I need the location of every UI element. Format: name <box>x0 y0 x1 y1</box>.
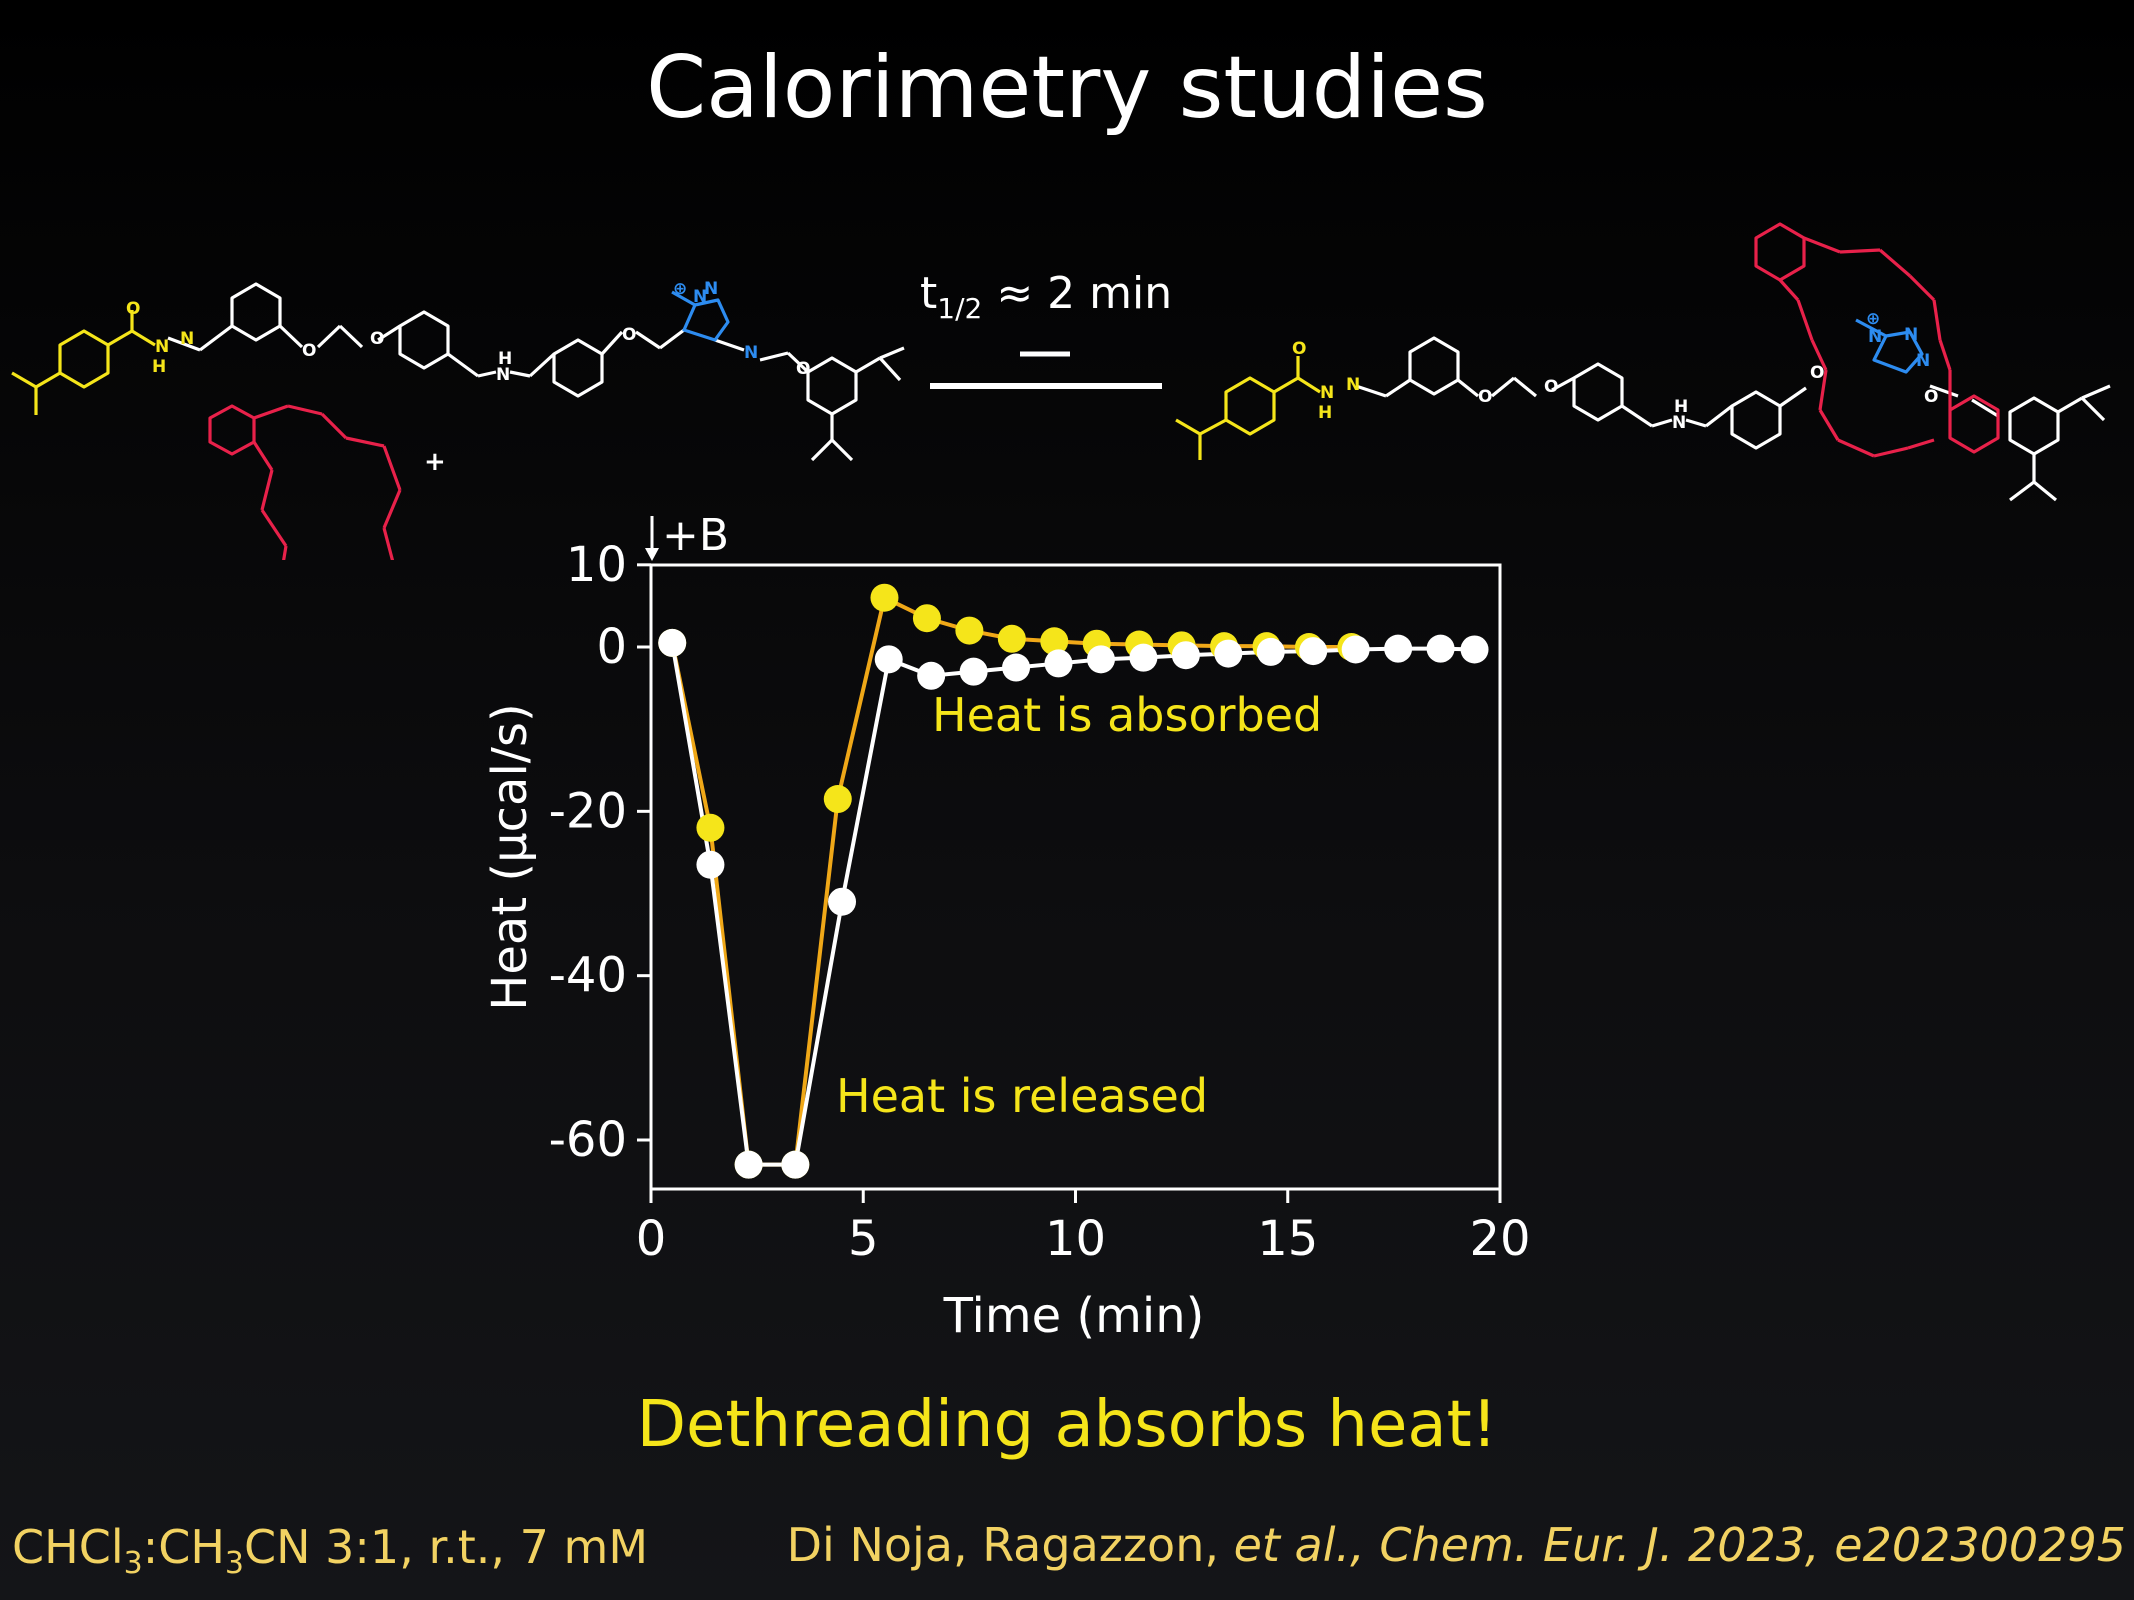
y-tick-label: 10 <box>566 537 627 593</box>
svg-text:O: O <box>1292 339 1306 359</box>
svg-text:O: O <box>1924 387 1938 407</box>
series-1-point <box>828 887 857 916</box>
y-tick-label: -40 <box>549 948 627 1004</box>
series-1-point <box>1214 639 1243 668</box>
conclusion-text: Dethreading absorbs heat! <box>636 1388 1498 1462</box>
svg-text:O: O <box>796 359 810 379</box>
equilibrium-arrows <box>930 351 1162 389</box>
series-1-point <box>1129 643 1158 672</box>
svg-text:O: O <box>1544 377 1558 397</box>
series-1-point <box>874 645 903 674</box>
y-tick-label: -20 <box>549 783 627 839</box>
svg-text:N: N <box>704 279 718 299</box>
y-tick-label: 0 <box>596 619 627 675</box>
series-1-point <box>1002 653 1031 682</box>
threaded-crown-ether-red <box>1754 222 2000 458</box>
svg-text:+: + <box>424 447 446 477</box>
slide-title: Calorimetry studies <box>646 38 1488 138</box>
svg-text:N: N <box>180 329 194 349</box>
y-tick-label: -60 <box>549 1112 627 1168</box>
series-1-point <box>1384 634 1413 663</box>
x-tick-label: 20 <box>1469 1211 1530 1267</box>
svg-text:H: H <box>498 349 512 369</box>
series-1-point <box>917 661 946 690</box>
injection-marker: +B <box>645 510 729 561</box>
svg-text:O: O <box>1810 363 1824 383</box>
svg-text:N: N <box>496 365 510 385</box>
series-1-point <box>1171 641 1200 670</box>
svg-text:N: N <box>693 287 707 307</box>
series-1-point <box>1044 649 1073 678</box>
series-1-point <box>734 1150 763 1179</box>
series-1-point <box>696 850 725 879</box>
left-thread-stopper-yellow <box>11 310 156 415</box>
svg-text:N: N <box>1672 413 1686 433</box>
series-0-point <box>696 813 725 842</box>
series-1-point <box>658 628 687 657</box>
annotation-heat-absorbed: Heat is absorbed <box>932 688 1322 742</box>
atom-labels: O N H N O O N H O N N N ⊕ O + O N H N O … <box>126 279 1938 477</box>
svg-text:N: N <box>1320 383 1334 403</box>
svg-text:H: H <box>1318 403 1332 423</box>
svg-text:⊕: ⊕ <box>673 279 687 299</box>
x-tick-label: 15 <box>1257 1211 1318 1267</box>
svg-text:O: O <box>370 329 384 349</box>
series-1-point <box>1299 637 1328 666</box>
svg-text:N: N <box>155 337 169 357</box>
series-0-point <box>997 624 1026 653</box>
svg-text:H: H <box>1674 397 1688 417</box>
series-1-point <box>1256 637 1285 666</box>
y-axis-label: Heat (μcal/s) <box>482 703 538 1010</box>
half-life-label: t1/2 ≈ 2 min <box>920 268 1173 325</box>
series-1-point <box>959 657 988 686</box>
series-1-point <box>1426 634 1455 663</box>
series-1-point <box>1086 645 1115 674</box>
right-triazolium-blue <box>1855 318 1924 374</box>
svg-text:H: H <box>152 357 166 377</box>
series-0-point <box>870 583 899 612</box>
svg-text:O: O <box>126 299 140 319</box>
series-1-point <box>781 1150 810 1179</box>
series-0-point <box>823 785 852 814</box>
conditions-text: CHCl3:CH3CN 3:1, r.t., 7 mM <box>12 1520 649 1582</box>
svg-text:O: O <box>302 341 316 361</box>
svg-text:O: O <box>1478 387 1492 407</box>
series-0-point <box>912 604 941 633</box>
svg-text:N: N <box>1868 327 1882 347</box>
annotation-heat-released: Heat is released <box>836 1069 1208 1123</box>
svg-text:O: O <box>622 325 636 345</box>
svg-text:⊕: ⊕ <box>1866 309 1880 329</box>
svg-text:N: N <box>1916 351 1930 371</box>
right-axle <box>1355 336 2111 502</box>
x-axis-label: Time (min) <box>943 1288 1205 1344</box>
left-thread-axle <box>167 282 905 462</box>
injection-label: +B <box>662 510 729 561</box>
chemical-scheme: O N H N O O N H O N N N ⊕ O + O N H N O … <box>11 222 2111 560</box>
svg-text:N: N <box>1904 325 1918 345</box>
citation-text: Di Noja, Ragazzon, et al., Chem. Eur. J.… <box>786 1518 2126 1572</box>
series-0-point <box>1040 627 1069 656</box>
svg-text:N: N <box>744 343 758 363</box>
x-tick-label: 5 <box>848 1211 879 1267</box>
series-1-point <box>1341 635 1370 664</box>
free-crown-ether-red <box>208 404 402 560</box>
calorimetry-chart: 0 5 10 15 20 10 0 -20 -40 -60 Time (min) Heat (μc… <box>482 510 1530 1344</box>
x-tick-label: 0 <box>636 1211 667 1267</box>
series-1-point <box>1460 635 1489 664</box>
x-tick-label: 10 <box>1045 1211 1106 1267</box>
series-0-point <box>955 616 984 645</box>
right-stopper-yellow <box>1175 356 1321 460</box>
svg-text:N: N <box>1346 375 1360 395</box>
left-thread-triazolium-blue <box>671 290 730 342</box>
